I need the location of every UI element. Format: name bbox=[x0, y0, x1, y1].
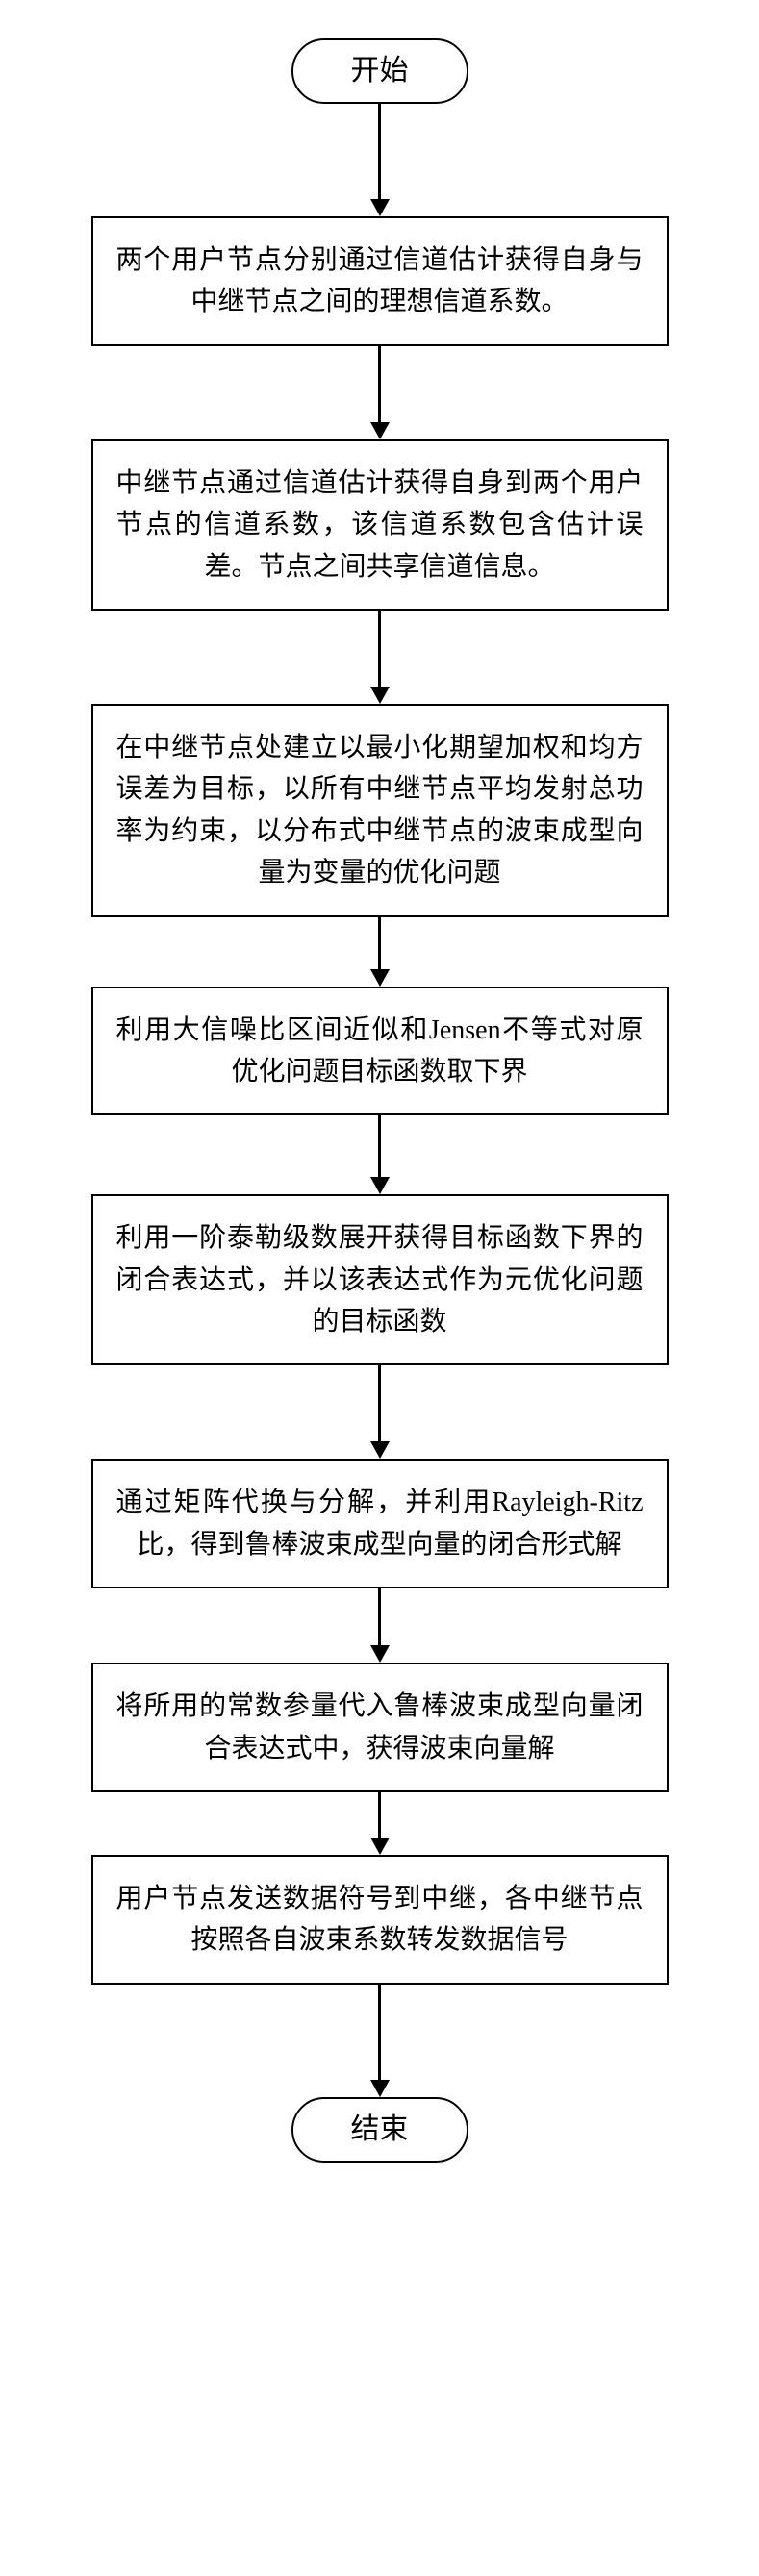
arrow-line bbox=[378, 1115, 381, 1178]
arrow-head-icon bbox=[370, 1645, 390, 1663]
arrow-1 bbox=[370, 346, 390, 439]
arrow-line bbox=[378, 104, 381, 200]
process-step-5: 利用一阶泰勒级数展开获得目标函数下界的闭合表达式，并以该表达式作为元优化问题的目… bbox=[91, 1194, 669, 1365]
arrow-line bbox=[378, 346, 381, 423]
arrow-2 bbox=[370, 611, 390, 704]
process-step-3: 在中继节点处建立以最小化期望加权和均方误差为目标，以所有中继节点平均发射总功率为… bbox=[91, 704, 669, 917]
arrow-head-icon bbox=[370, 1177, 390, 1194]
arrow-6 bbox=[370, 1588, 390, 1663]
terminator-start: 开始 bbox=[291, 38, 468, 104]
arrow-head-icon bbox=[370, 969, 390, 987]
arrow-0 bbox=[370, 104, 390, 216]
arrow-8 bbox=[370, 1985, 390, 2097]
arrow-7 bbox=[370, 1792, 390, 1855]
arrow-head-icon bbox=[370, 687, 390, 704]
arrow-4 bbox=[370, 1115, 390, 1194]
arrow-line bbox=[378, 1365, 381, 1442]
process-step-4: 利用大信噪比区间近似和Jensen不等式对原优化问题目标函数取下界 bbox=[91, 987, 669, 1116]
arrow-5 bbox=[370, 1365, 390, 1459]
arrow-head-icon bbox=[370, 2080, 390, 2097]
arrow-head-icon bbox=[370, 422, 390, 439]
arrow-line bbox=[378, 917, 381, 970]
arrow-line bbox=[378, 611, 381, 688]
process-step-1: 两个用户节点分别通过信道估计获得自身与中继节点之间的理想信道系数。 bbox=[91, 216, 669, 346]
process-step-8: 用户节点发送数据符号到中继，各中继节点按照各自波束系数转发数据信号 bbox=[91, 1855, 669, 1985]
arrow-line bbox=[378, 1588, 381, 1646]
arrow-head-icon bbox=[370, 199, 390, 216]
arrow-line bbox=[378, 1985, 381, 2081]
arrow-3 bbox=[370, 917, 390, 987]
arrow-head-icon bbox=[370, 1441, 390, 1459]
flowchart-container: 开始 两个用户节点分别通过信道估计获得自身与中继节点之间的理想信道系数。 中继节… bbox=[0, 0, 759, 2201]
arrow-head-icon bbox=[370, 1838, 390, 1855]
process-step-2: 中继节点通过信道估计获得自身到两个用户节点的信道系数，该信道系数包含估计误差。节… bbox=[91, 439, 669, 611]
process-step-6: 通过矩阵代换与分解，并利用Rayleigh-Ritz比，得到鲁棒波束成型向量的闭… bbox=[91, 1459, 669, 1588]
terminator-end: 结束 bbox=[291, 2097, 468, 2163]
process-step-7: 将所用的常数参量代入鲁棒波束成型向量闭合表达式中，获得波束向量解 bbox=[91, 1663, 669, 1792]
arrow-line bbox=[378, 1792, 381, 1838]
